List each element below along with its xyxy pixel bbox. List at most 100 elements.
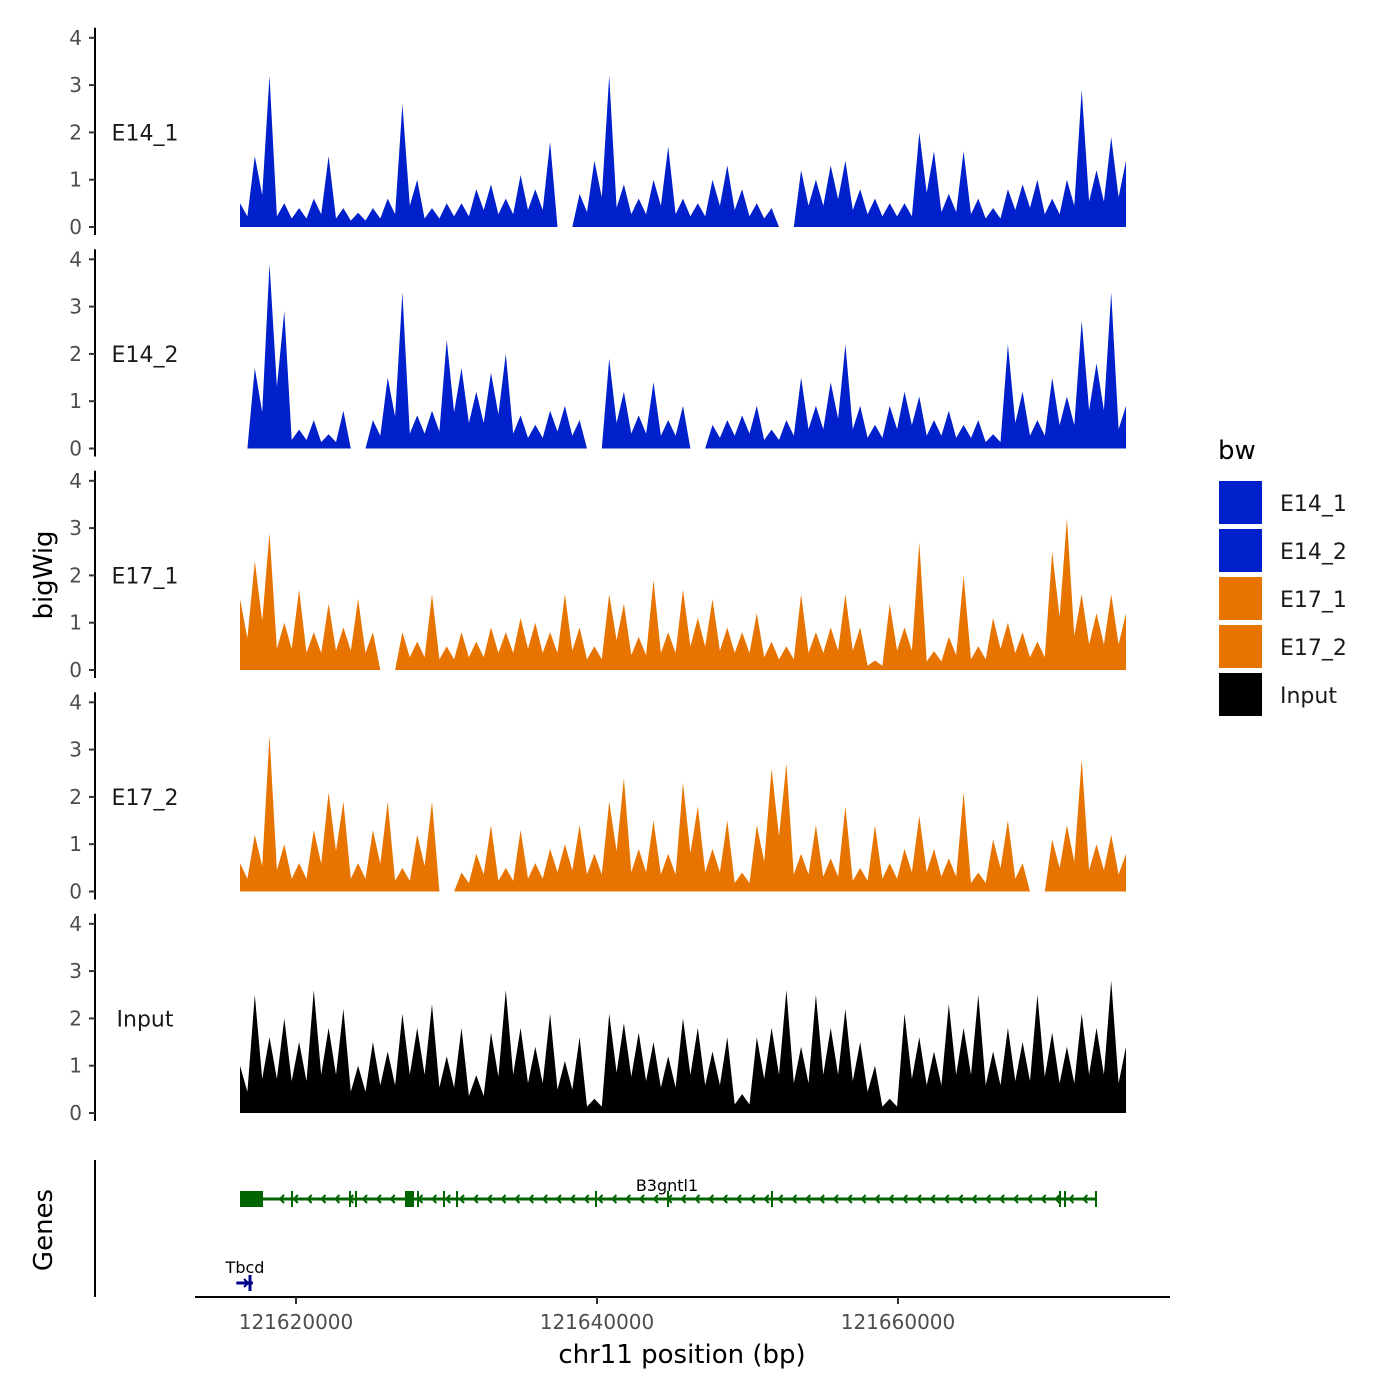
y-tick-label: 0 xyxy=(69,1101,82,1125)
y-tick-label: 2 xyxy=(69,785,82,809)
strand-arrow-icon xyxy=(624,1194,631,1204)
legend-swatch xyxy=(1219,577,1262,620)
legend-item-e14_2: E14_2 xyxy=(1219,529,1347,572)
genes-axis-label: Genes xyxy=(29,1189,59,1271)
y-tick-label: 1 xyxy=(69,611,82,635)
strand-arrow-icon xyxy=(943,1194,950,1204)
strand-arrow-icon xyxy=(333,1194,341,1204)
strand-arrow-icon xyxy=(901,1194,908,1204)
track-input: 0 1 2 3 4 Input xyxy=(69,912,1126,1125)
strand-arrow-icon xyxy=(403,1194,410,1204)
strand-arrow-icon xyxy=(292,1194,299,1204)
gene-b3gntl1: B3gntl1 xyxy=(240,1176,1097,1207)
y-tick-label: 4 xyxy=(69,912,82,936)
signal-area-e14_1 xyxy=(240,75,1126,227)
strand-arrow-icon xyxy=(638,1194,645,1204)
y-tick-label: 3 xyxy=(69,959,82,983)
y-tick-label: 2 xyxy=(69,563,82,587)
y-tick-label: 2 xyxy=(69,342,82,366)
strand-arrow-icon xyxy=(430,1194,438,1204)
legend-label: Input xyxy=(1280,684,1337,709)
exon xyxy=(240,1191,264,1207)
track-label: E14_2 xyxy=(112,343,179,368)
strand-arrow-icon xyxy=(320,1194,327,1204)
gene-label: B3gntl1 xyxy=(636,1176,698,1195)
legend: bw E14_1 E14_2 E17_1 E17_2 Input xyxy=(1218,436,1347,716)
y-tick-label: 1 xyxy=(69,1054,82,1078)
track-label: E17_1 xyxy=(112,564,179,589)
strand-arrow-icon xyxy=(707,1194,715,1204)
legend-swatch xyxy=(1219,625,1262,668)
legend-item-e17_1: E17_1 xyxy=(1219,577,1347,620)
legend-swatch xyxy=(1219,673,1262,716)
strand-arrow-icon xyxy=(278,1194,285,1204)
strand-arrow-icon xyxy=(458,1194,465,1204)
strand-arrow-icon xyxy=(306,1194,313,1204)
legend-item-e17_2: E17_2 xyxy=(1219,625,1347,668)
strand-arrow-icon xyxy=(721,1194,728,1204)
track-label: Input xyxy=(117,1007,174,1032)
signal-area-input xyxy=(240,980,1126,1113)
strand-arrow-icon xyxy=(347,1194,354,1204)
x-axis-label: chr11 position (bp) xyxy=(558,1340,805,1370)
y-tick-label: 1 xyxy=(69,389,82,413)
y-axis-label: bigWig xyxy=(29,530,59,619)
x-tick-label: 121620000 xyxy=(239,1310,354,1334)
strand-arrow-icon xyxy=(610,1194,618,1204)
signal-area-e17_1 xyxy=(240,518,1126,670)
y-tick-label: 3 xyxy=(69,738,82,762)
track-e17_2: 0 1 2 3 4 E17_2 xyxy=(69,690,1126,904)
strand-arrow-icon xyxy=(846,1194,853,1204)
track-e17_1: 0 1 2 3 4 E17_1 xyxy=(69,469,1126,682)
strand-arrow-icon xyxy=(389,1194,396,1204)
y-tick-label: 0 xyxy=(69,437,82,461)
strand-arrow-icon xyxy=(804,1194,812,1204)
strand-arrow-icon xyxy=(1068,1194,1075,1204)
strand-arrow-icon xyxy=(957,1194,964,1204)
strand-arrow-icon xyxy=(666,1194,673,1204)
strand-arrow-icon xyxy=(1040,1194,1047,1204)
y-tick-label: 2 xyxy=(69,1006,82,1030)
strand-arrow-icon xyxy=(1026,1194,1033,1204)
strand-arrow-icon xyxy=(472,1194,479,1204)
y-tick-label: 3 xyxy=(69,295,82,319)
y-tick-label: 4 xyxy=(69,690,82,714)
strand-arrow-icon xyxy=(375,1194,382,1204)
strand-arrow-icon xyxy=(860,1194,867,1204)
strand-arrow-icon xyxy=(791,1194,798,1204)
x-tick-label: 121660000 xyxy=(841,1310,956,1334)
y-tick-label: 3 xyxy=(69,516,82,540)
strand-arrow-icon xyxy=(444,1194,451,1204)
legend-label: E17_2 xyxy=(1280,636,1347,661)
strand-arrow-icon xyxy=(361,1194,368,1204)
strand-arrow-icon xyxy=(486,1194,493,1204)
strand-arrow-icon xyxy=(1081,1194,1089,1204)
track-label: E17_2 xyxy=(112,786,179,811)
y-tick-label: 4 xyxy=(69,247,82,271)
y-tick-label: 1 xyxy=(69,168,82,192)
gene-label: Tbcd xyxy=(225,1258,265,1277)
y-tick-label: 4 xyxy=(69,469,82,493)
y-tick-label: 2 xyxy=(69,120,82,144)
y-tick-label: 0 xyxy=(69,215,82,239)
strand-arrow-icon xyxy=(1054,1194,1061,1204)
strand-arrow-icon xyxy=(652,1194,659,1204)
strand-arrow-icon xyxy=(998,1194,1005,1204)
track-label: E14_1 xyxy=(112,121,179,146)
strand-arrow-icon xyxy=(887,1194,895,1204)
strand-arrow-icon xyxy=(984,1194,992,1204)
legend-swatch xyxy=(1219,529,1262,572)
strand-arrow-icon xyxy=(749,1194,756,1204)
y-tick-label: 3 xyxy=(69,73,82,97)
legend-swatch xyxy=(1219,481,1262,524)
strand-arrow-icon xyxy=(527,1194,535,1204)
strand-arrow-icon xyxy=(971,1194,978,1204)
legend-label: E17_1 xyxy=(1280,588,1347,613)
legend-title: bw xyxy=(1218,436,1256,466)
y-tick-label: 4 xyxy=(69,26,82,50)
strand-arrow-icon xyxy=(929,1194,936,1204)
strand-arrow-icon xyxy=(915,1194,922,1204)
strand-arrow-icon xyxy=(874,1194,881,1204)
strand-arrow-icon xyxy=(569,1194,576,1204)
